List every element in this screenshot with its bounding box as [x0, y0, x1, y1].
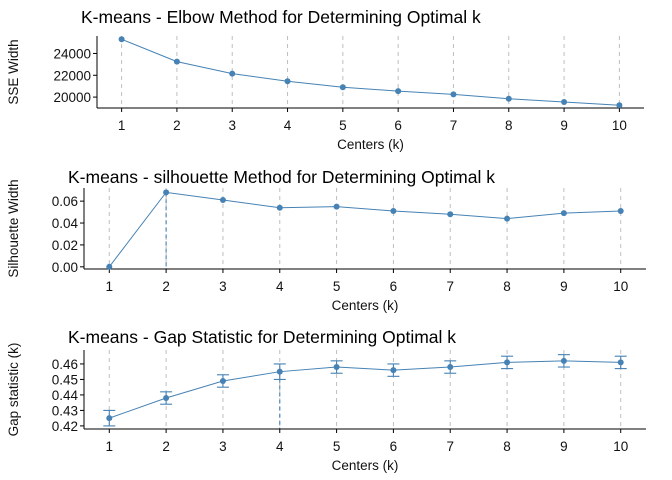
y-tick-label: 0.43	[52, 403, 78, 418]
x-tick-label: 7	[446, 279, 454, 294]
x-tick-label: 7	[446, 439, 454, 454]
x-tick-label: 2	[173, 118, 181, 133]
y-tick-label: 0.45	[52, 372, 78, 387]
data-point	[118, 36, 125, 43]
y-tick-label: 0.02	[52, 238, 78, 253]
x-tick-label: 3	[228, 118, 236, 133]
data-point	[390, 207, 397, 214]
y-tick-label: 24000	[53, 46, 91, 61]
x-tick-label: 10	[613, 279, 628, 294]
x-tick-label: 6	[390, 279, 398, 294]
data-point	[163, 189, 170, 196]
x-tick-label: 2	[162, 439, 170, 454]
x-tick-label: 6	[394, 118, 402, 133]
data-point	[390, 367, 397, 374]
x-tick-label: 2	[162, 279, 170, 294]
data-point	[284, 78, 291, 85]
y-tick-label: 0.42	[52, 419, 78, 434]
data-point	[560, 210, 567, 217]
data-point	[504, 359, 511, 366]
x-tick-label: 1	[106, 439, 114, 454]
x-tick-label: 8	[503, 439, 511, 454]
data-point	[276, 368, 283, 375]
data-point	[561, 99, 568, 105]
y-axis-label: Silhouette Width	[6, 179, 21, 277]
data-point	[333, 203, 340, 210]
data-point	[173, 58, 180, 65]
x-tick-label: 7	[450, 118, 458, 133]
x-tick-label: 4	[284, 118, 292, 133]
chart-panel-3: K-means - Gap Statistic for Determining …	[6, 327, 646, 473]
x-tick-label: 5	[333, 439, 341, 454]
x-axis-label: Centers (k)	[332, 458, 399, 473]
data-point	[333, 364, 340, 371]
data-point	[229, 70, 236, 77]
y-axis-label: SSE Width	[6, 39, 21, 104]
data-point	[339, 84, 346, 91]
series-line	[121, 38, 620, 106]
data-point	[505, 95, 512, 102]
x-tick-label: 1	[118, 118, 126, 133]
data-point	[219, 197, 226, 204]
series-line	[108, 191, 621, 268]
x-tick-label: 9	[560, 118, 568, 133]
y-axis-label: Gap statistic (k)	[6, 343, 21, 437]
chart-title: K-means - Gap Statistic for Determining …	[68, 327, 456, 347]
data-point	[106, 415, 113, 422]
chart-title: K-means - Elbow Method for Determining O…	[81, 7, 481, 27]
x-tick-label: 10	[613, 439, 628, 454]
data-point	[617, 359, 624, 366]
data-point	[447, 211, 454, 218]
data-point	[617, 207, 624, 214]
x-tick-label: 3	[219, 439, 227, 454]
x-tick-label: 1	[106, 279, 114, 294]
data-point	[504, 215, 511, 222]
x-tick-label: 8	[503, 279, 511, 294]
data-point	[395, 88, 402, 95]
y-tick-label: 0.46	[52, 357, 78, 372]
data-point	[106, 263, 113, 270]
x-tick-label: 9	[560, 279, 568, 294]
y-tick-label: 20000	[53, 90, 91, 105]
chart-panel-2: K-means - silhouette Method for Determin…	[6, 167, 646, 313]
chart-panel-1: K-means - Elbow Method for Determining O…	[6, 7, 644, 152]
y-tick-label: 0.06	[52, 194, 78, 209]
data-point	[560, 357, 567, 364]
x-tick-label: 6	[390, 439, 398, 454]
data-point	[219, 377, 226, 384]
x-axis-label: Centers (k)	[337, 137, 404, 152]
x-tick-label: 4	[276, 439, 284, 454]
x-axis-label: Centers (k)	[332, 298, 399, 313]
x-tick-label: 3	[219, 279, 227, 294]
y-tick-label: 0.44	[52, 388, 79, 403]
x-tick-label: 5	[333, 279, 341, 294]
y-tick-label: 22000	[53, 68, 91, 83]
x-tick-label: 10	[612, 118, 627, 133]
x-tick-label: 4	[276, 279, 284, 294]
data-point	[163, 395, 170, 402]
data-point	[276, 204, 283, 211]
x-tick-label: 8	[505, 118, 513, 133]
x-tick-label: 9	[560, 439, 568, 454]
data-point	[447, 364, 454, 371]
chart-title: K-means - silhouette Method for Determin…	[68, 167, 495, 187]
series-line	[109, 360, 621, 419]
x-tick-label: 5	[339, 118, 347, 133]
y-tick-label: 0.04	[52, 216, 79, 231]
data-point	[450, 91, 457, 98]
y-tick-label: 0.00	[52, 260, 78, 275]
data-point	[616, 102, 623, 109]
